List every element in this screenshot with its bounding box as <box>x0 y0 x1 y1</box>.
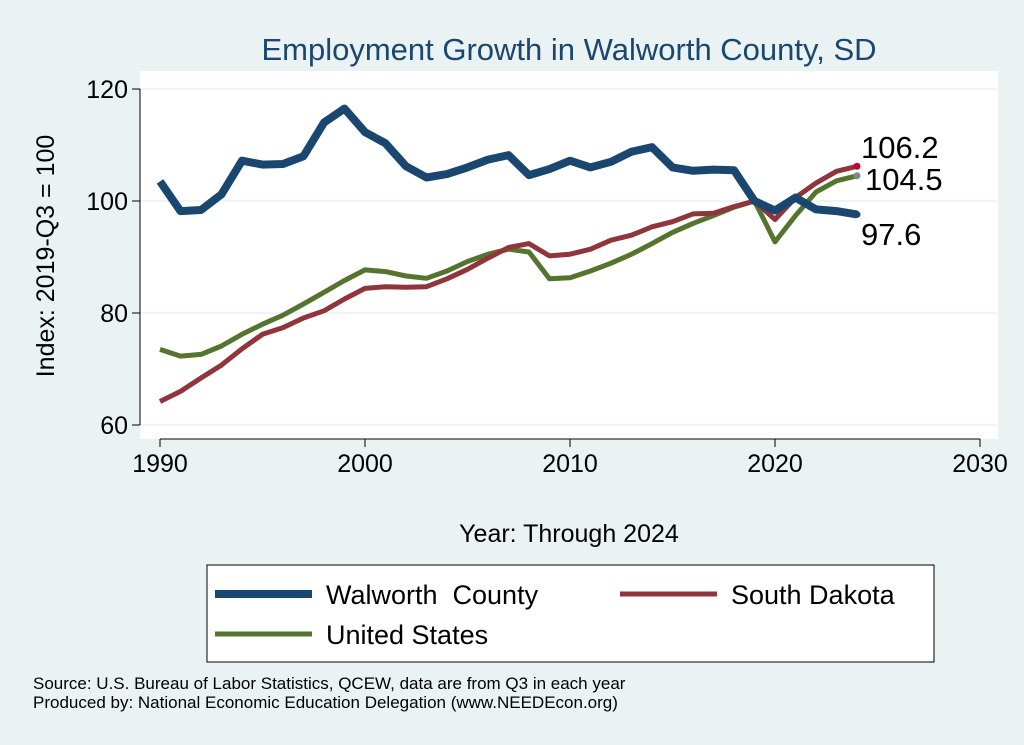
x-tick-label: 2020 <box>747 450 803 478</box>
legend-label: United States <box>326 620 488 650</box>
end-value-label: 104.5 <box>865 162 943 197</box>
end-value-label: 106.2 <box>861 130 939 165</box>
series-line-walworth-county <box>156 104 858 219</box>
x-axis-label: Year: Through 2024 <box>459 520 679 548</box>
y-tick-label: 100 <box>86 188 128 216</box>
x-tick-label: 2000 <box>337 450 393 478</box>
legend: Walworth County South Dakota United States <box>215 580 896 650</box>
producer-note: Produced by: National Economic Education… <box>33 693 618 712</box>
y-axis-label: Index: 2019-Q3 = 100 <box>32 135 60 378</box>
x-tick-label: 2010 <box>542 450 598 478</box>
y-tick-label: 80 <box>100 300 128 328</box>
y-tick-label: 60 <box>100 412 128 440</box>
end-point-marker <box>853 162 861 170</box>
chart-title: Employment Growth in Walworth County, SD <box>261 32 876 67</box>
end-point-marker <box>853 172 861 180</box>
source-note: Source: U.S. Bureau of Labor Statistics,… <box>33 674 626 693</box>
legend-box <box>206 564 935 663</box>
end-point-marker <box>853 210 861 218</box>
x-tick-label: 2030 <box>952 450 1008 478</box>
end-value-label: 97.6 <box>861 217 921 252</box>
series-line-south-dakota <box>158 163 858 404</box>
legend-label: South Dakota <box>731 580 896 610</box>
x-tick-label: 1990 <box>132 450 188 478</box>
y-tick-label: 120 <box>86 76 128 104</box>
series-lines <box>156 104 858 404</box>
legend-label: Walworth County <box>326 580 539 610</box>
axes: 60 80 100 120 1990 2000 2010 2020 2030 <box>86 76 1008 478</box>
